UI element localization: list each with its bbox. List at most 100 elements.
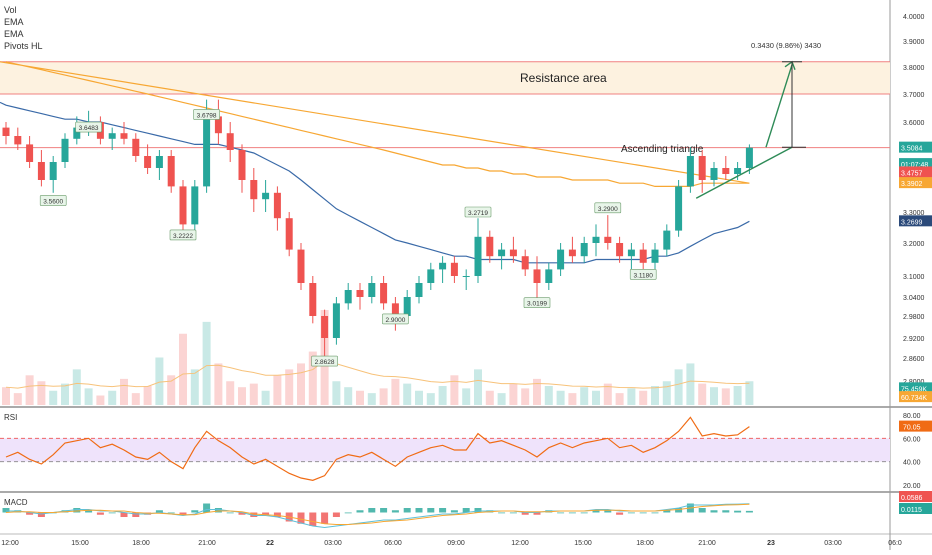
price-badge-label: 3.3902: [901, 181, 923, 188]
pivot-label: 3.2719: [468, 210, 488, 217]
macd-histogram-bar: [344, 512, 352, 514]
candle-body: [391, 303, 399, 316]
pivot-label: 2.9000: [385, 317, 405, 324]
volume-bar: [639, 390, 648, 405]
rsi-tick-label: 20.00: [903, 483, 921, 490]
price-badge-label: 3.4757: [901, 170, 923, 177]
volume-bar: [485, 390, 494, 405]
resistance-label: Resistance area: [520, 71, 607, 85]
candle-body: [427, 269, 435, 283]
candle-body: [722, 168, 730, 174]
macd-histogram-bar: [663, 510, 671, 513]
candle-body: [450, 262, 458, 276]
candle-body: [415, 283, 423, 297]
macd-signal-line: [5, 503, 750, 525]
rsi-pane-label: RSI: [4, 413, 18, 422]
candle-body: [403, 297, 411, 316]
volume-bar: [308, 351, 317, 405]
candle-body: [61, 138, 69, 162]
pivot-label: 3.0199: [527, 301, 547, 308]
macd-histogram-bar: [734, 510, 742, 513]
rsi-tick-label: 60.00: [903, 436, 921, 443]
volume-bar: [651, 386, 659, 405]
legend-ema-2[interactable]: EMA: [4, 29, 24, 39]
time-tick-label: 03:00: [324, 540, 342, 547]
volume-bar: [84, 388, 93, 405]
macd-badge: [899, 503, 932, 514]
candle-body: [179, 186, 187, 225]
volume-bar: [131, 393, 140, 405]
candle-body: [191, 186, 199, 225]
macd-histogram-bar: [132, 512, 140, 517]
volume-bar: [344, 387, 353, 405]
pivot-label-box: [523, 297, 551, 309]
volume-bar: [733, 386, 742, 405]
candle-body: [380, 283, 388, 304]
macd-histogram-bar: [26, 512, 34, 515]
rsi-badge-label: 70.05: [903, 425, 921, 432]
macd-histogram-bar: [191, 510, 199, 513]
candle-body: [309, 283, 317, 316]
macd-histogram-bar: [675, 508, 683, 513]
price-badge: [899, 158, 932, 170]
price-tick-label: 4.0000: [903, 14, 925, 21]
resistance-area: [0, 61, 890, 94]
volume-bar: [226, 381, 235, 405]
volume-bar: [474, 369, 482, 405]
rsi-band: [0, 438, 890, 462]
legend-ema-1[interactable]: EMA: [4, 17, 24, 27]
macd-badge-label: 0.0586: [901, 495, 923, 502]
macd-histogram-bar: [710, 510, 718, 513]
macd-histogram-bar: [722, 510, 730, 513]
candle-body: [108, 133, 116, 139]
macd-histogram-bar: [627, 512, 635, 514]
time-tick-label: 09:00: [447, 540, 465, 547]
price-tick-label: 3.3000: [903, 210, 925, 217]
volume-bar: [13, 393, 22, 405]
macd-histogram-bar: [651, 512, 659, 514]
measure-label: 0.3430 (9.86%) 3430: [751, 41, 821, 50]
macd-histogram-bar: [238, 512, 246, 515]
volume-bar: [49, 390, 58, 405]
pivot-label: 3.6483: [79, 125, 99, 132]
pivot-label: 3.2900: [598, 206, 618, 213]
volume-bar: [710, 387, 718, 405]
candle-body: [521, 256, 529, 270]
time-tick-label: 06:00: [384, 540, 402, 547]
macd-histogram-bar: [179, 512, 187, 515]
pivot-label: 3.1180: [633, 272, 653, 279]
macd-histogram-bar: [580, 512, 588, 514]
price-tick-label: 2.8600: [903, 356, 925, 363]
volume-bar: [745, 381, 754, 405]
volume-bar: [497, 393, 506, 405]
candle-body: [132, 138, 140, 156]
candle-body: [545, 269, 553, 283]
macd-histogram-bar: [203, 503, 211, 513]
candle-body: [120, 133, 128, 139]
price-tick-label: 3.9000: [903, 39, 925, 46]
pivot-label: 3.6798: [197, 112, 217, 119]
legend-pivots[interactable]: Pivots HL: [4, 41, 43, 51]
pivot-label-box: [594, 202, 622, 214]
macd-histogram-bar: [616, 512, 624, 515]
macd-histogram-bar: [37, 512, 45, 517]
volume-bar: [297, 363, 305, 405]
volume-bar: [120, 378, 128, 405]
volume-bar: [238, 387, 246, 405]
legend-vol[interactable]: Vol: [4, 5, 17, 15]
volume-bar: [403, 383, 412, 405]
macd-histogram-bar: [120, 512, 128, 517]
volume-bar: [521, 388, 530, 405]
price-tick-label: 3.6000: [903, 120, 925, 127]
volume-bar: [698, 383, 707, 405]
volume-bar: [273, 375, 282, 405]
macd-histogram-bar: [533, 512, 541, 515]
time-tick-label: 12:00: [511, 540, 529, 547]
ema-slow-line: [0, 61, 750, 187]
macd-histogram-bar: [498, 512, 506, 514]
candle-body: [14, 136, 22, 145]
volume-bar: [686, 363, 695, 405]
volume-bar: [379, 388, 388, 405]
